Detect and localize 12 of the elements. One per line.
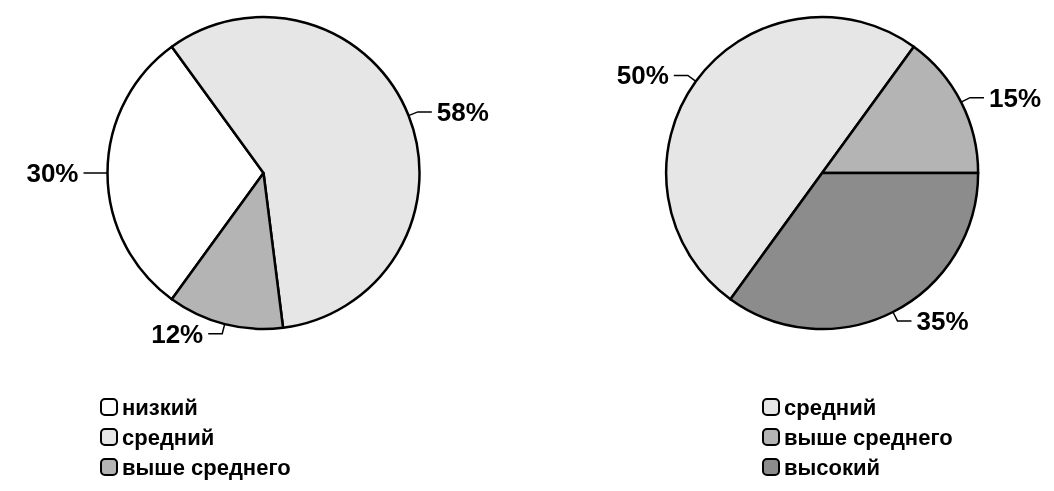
data-label: 50% xyxy=(616,60,669,91)
data-label: 15% xyxy=(989,82,1042,113)
data-label: 58% xyxy=(436,96,489,127)
legend-label: выше среднего xyxy=(122,454,291,480)
data-label: 35% xyxy=(916,305,969,336)
legend-label: выше среднего xyxy=(784,424,953,450)
legend-label: средний xyxy=(122,424,215,450)
legend-label: высокий xyxy=(784,454,881,480)
data-label: 12% xyxy=(151,318,204,349)
legend-label: низкий xyxy=(122,394,198,420)
data-label: 30% xyxy=(26,158,79,188)
legend-label: средний xyxy=(784,394,877,420)
